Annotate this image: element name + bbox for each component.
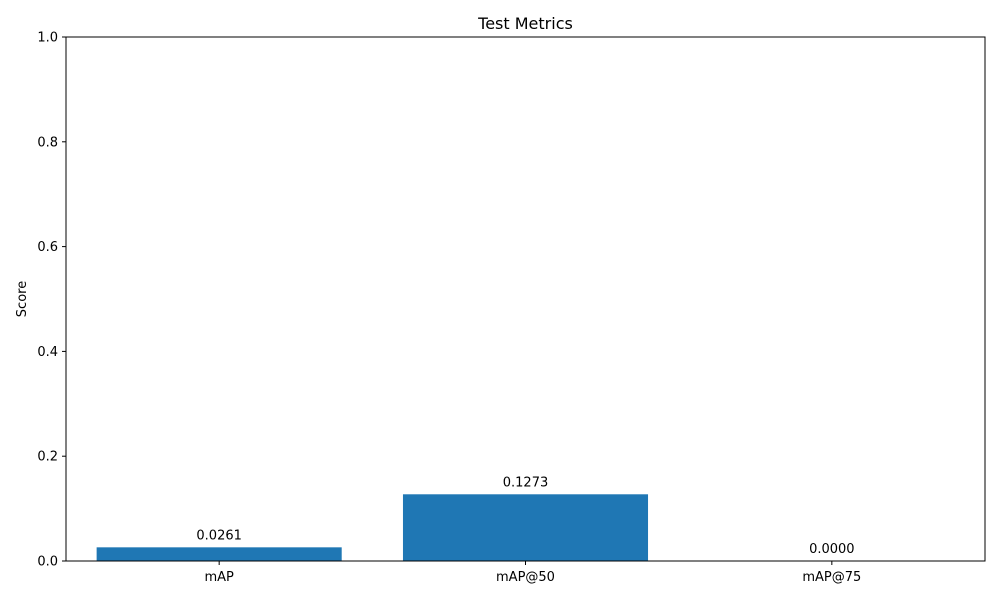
plot-area: 0.0261 mAP 0.1273 mAP@50 0.0000 mAP@75 0.0 0.2 0… bbox=[37, 31, 861, 586]
x-tick-label: mAP@75 bbox=[802, 570, 861, 585]
y-tick-label: 0.8 bbox=[37, 135, 58, 150]
x-tick-label: mAP@50 bbox=[496, 570, 555, 585]
y-tick-label: 0.0 bbox=[37, 555, 58, 570]
bar-map bbox=[96, 547, 342, 561]
y-tick-label: 1.0 bbox=[37, 31, 58, 46]
y-axis-label: Score bbox=[15, 281, 30, 317]
data-label: 0.0000 bbox=[809, 542, 855, 557]
y-tick-label: 0.6 bbox=[37, 240, 58, 255]
y-tick-label: 0.2 bbox=[37, 450, 58, 465]
data-label: 0.1273 bbox=[503, 475, 549, 490]
x-tick-label: mAP bbox=[204, 570, 234, 585]
plot-frame bbox=[65, 36, 986, 562]
y-tick-label: 0.4 bbox=[37, 345, 58, 360]
chart-title: Test Metrics bbox=[477, 14, 573, 33]
data-label: 0.0261 bbox=[196, 528, 242, 543]
bar-map-50 bbox=[402, 494, 649, 561]
